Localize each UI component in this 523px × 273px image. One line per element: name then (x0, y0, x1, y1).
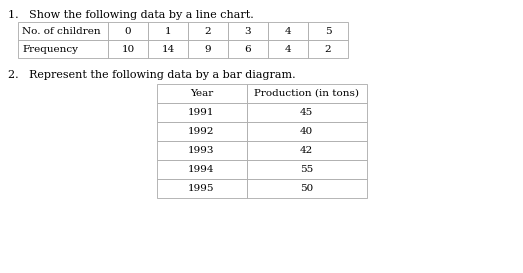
Text: 2: 2 (325, 44, 331, 54)
Bar (228, 40, 268, 58)
Text: 1991: 1991 (188, 108, 215, 117)
Bar (156, 141, 246, 160)
Bar (108, 40, 148, 58)
Text: 50: 50 (300, 184, 313, 193)
Text: 40: 40 (300, 127, 313, 136)
Text: 45: 45 (300, 108, 313, 117)
Text: 1995: 1995 (188, 184, 215, 193)
Bar (156, 179, 246, 198)
Text: 2: 2 (204, 26, 211, 35)
Text: 14: 14 (162, 44, 175, 54)
Bar (246, 122, 367, 141)
Bar (268, 40, 308, 58)
Text: 3: 3 (245, 26, 252, 35)
Bar (156, 160, 246, 179)
Bar (246, 141, 367, 160)
Bar (246, 84, 367, 103)
Bar (246, 179, 367, 198)
Text: 4: 4 (285, 44, 291, 54)
Text: 1993: 1993 (188, 146, 215, 155)
Text: Frequency: Frequency (22, 44, 78, 54)
Bar (246, 160, 367, 179)
Bar (308, 22, 348, 40)
Text: 2.   Represent the following data by a bar diagram.: 2. Represent the following data by a bar… (8, 70, 295, 80)
Bar (156, 122, 246, 141)
Bar (246, 103, 367, 122)
Text: 1: 1 (165, 26, 172, 35)
Text: 10: 10 (121, 44, 134, 54)
Bar (308, 40, 348, 58)
Text: 4: 4 (285, 26, 291, 35)
Bar (18, 22, 108, 40)
Text: 9: 9 (204, 44, 211, 54)
Text: 1992: 1992 (188, 127, 215, 136)
Bar (108, 22, 148, 40)
Bar (188, 40, 228, 58)
Text: 1.   Show the following data by a line chart.: 1. Show the following data by a line cha… (8, 10, 254, 20)
Text: 0: 0 (124, 26, 131, 35)
Text: Year: Year (190, 89, 213, 98)
Bar (18, 40, 108, 58)
Text: 55: 55 (300, 165, 313, 174)
Text: Production (in tons): Production (in tons) (254, 89, 359, 98)
Text: 1994: 1994 (188, 165, 215, 174)
Bar (268, 22, 308, 40)
Text: 5: 5 (325, 26, 331, 35)
Text: 6: 6 (245, 44, 252, 54)
Text: 42: 42 (300, 146, 313, 155)
Text: No. of children: No. of children (22, 26, 100, 35)
Bar (156, 84, 246, 103)
Bar (228, 22, 268, 40)
Bar (188, 22, 228, 40)
Bar (156, 103, 246, 122)
Bar (148, 22, 188, 40)
Bar (148, 40, 188, 58)
